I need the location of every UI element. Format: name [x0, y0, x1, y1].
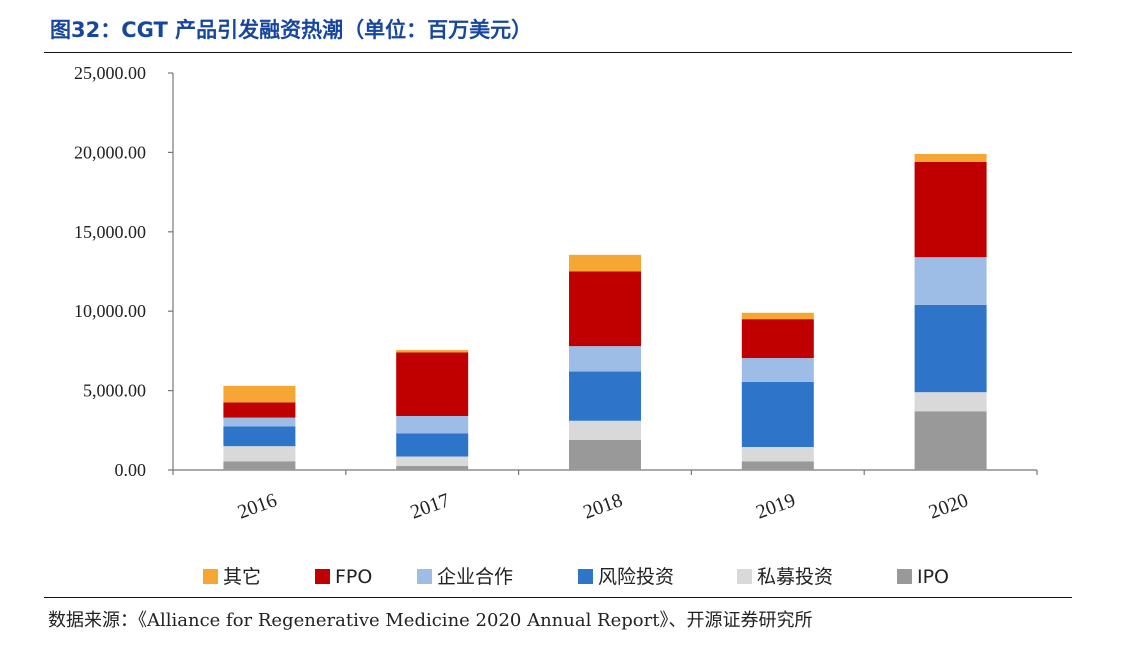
legend-swatch-企业合作: [417, 569, 432, 584]
legend-label-私募投资: 私募投资: [757, 566, 833, 588]
axes: 0.00 5,000.00 10,000.00 15,000.00 20,000.00 2…: [74, 63, 1038, 480]
source-note: 数据来源：《Alliance for Regenerative Medicine…: [48, 610, 813, 631]
bar-segment-2019-FPO: [741, 319, 814, 359]
bar-segment-2019-企业合作: [741, 358, 814, 382]
legend-label-FPO: FPO: [335, 566, 372, 588]
y-tick-label: 20,000.00: [74, 142, 146, 162]
x-tick-label-2020: 2020: [926, 489, 971, 523]
x-tick-label-2017: 2017: [408, 489, 453, 523]
x-tick-labels: 2016 2017 2018 2019 2020: [235, 489, 971, 523]
bar-segment-2016-风险投资: [223, 426, 296, 447]
bar-segment-2018-风险投资: [569, 371, 641, 421]
legend-swatch-FPO: [315, 569, 330, 584]
bottom-rule: [44, 597, 1072, 598]
x-tick-label-2016: 2016: [235, 489, 280, 523]
bar-segment-2016-其它: [223, 385, 296, 403]
bar-segment-2020-IPO: [914, 411, 987, 470]
bar-segment-2020-风险投资: [914, 304, 987, 393]
bar-segment-2019-IPO: [741, 461, 814, 470]
bar-segment-2016-FPO: [223, 402, 296, 418]
figure-title: 图32：CGT 产品引发融资热潮（单位：百万美元）: [50, 18, 533, 42]
bar-segment-2017-私募投资: [396, 456, 469, 467]
bar-segment-2019-私募投资: [741, 446, 814, 462]
bar-segment-2016-IPO: [223, 461, 296, 470]
bar-segment-2017-FPO: [396, 352, 469, 417]
y-tick-label: 15,000.00: [74, 222, 146, 242]
bar-segment-2018-其它: [569, 254, 641, 272]
x-tick-label-2018: 2018: [580, 489, 625, 523]
top-rule: [44, 52, 1072, 53]
legend-label-企业合作: 企业合作: [437, 566, 513, 588]
bars: [223, 153, 987, 470]
x-tick-label-2019: 2019: [753, 489, 798, 523]
legend: 其它 FPO 企业合作 风险投资 私募投资 IPO: [203, 566, 949, 588]
bar-segment-2018-IPO: [569, 439, 641, 470]
bar-segment-2020-私募投资: [914, 392, 987, 412]
bar-segment-2018-企业合作: [569, 346, 641, 372]
y-tick-label: 5,000.00: [83, 381, 146, 401]
bar-segment-2018-私募投资: [569, 420, 641, 440]
bar-segment-2016-企业合作: [223, 417, 296, 427]
legend-label-风险投资: 风险投资: [598, 566, 674, 588]
legend-swatch-其它: [203, 569, 218, 584]
y-tick-label: 0.00: [115, 460, 147, 480]
legend-swatch-私募投资: [737, 569, 752, 584]
bar-segment-2017-其它: [396, 350, 469, 353]
y-tick-label: 25,000.00: [74, 63, 146, 83]
bar-segment-2018-FPO: [569, 271, 641, 347]
legend-swatch-IPO: [897, 569, 912, 584]
legend-label-其它: 其它: [223, 566, 261, 588]
bar-segment-2017-风险投资: [396, 433, 469, 457]
bar-segment-2020-其它: [914, 153, 987, 162]
y-tick-label: 10,000.00: [74, 301, 146, 321]
legend-label-IPO: IPO: [917, 566, 949, 588]
bar-segment-2020-企业合作: [914, 257, 987, 305]
bar-segment-2020-FPO: [914, 161, 987, 258]
bar-segment-2017-IPO: [396, 466, 469, 470]
bar-segment-2019-风险投资: [741, 381, 814, 447]
legend-swatch-风险投资: [578, 569, 593, 584]
bar-segment-2019-其它: [741, 312, 814, 320]
bar-segment-2017-企业合作: [396, 416, 469, 434]
bar-segment-2016-私募投资: [223, 446, 296, 462]
